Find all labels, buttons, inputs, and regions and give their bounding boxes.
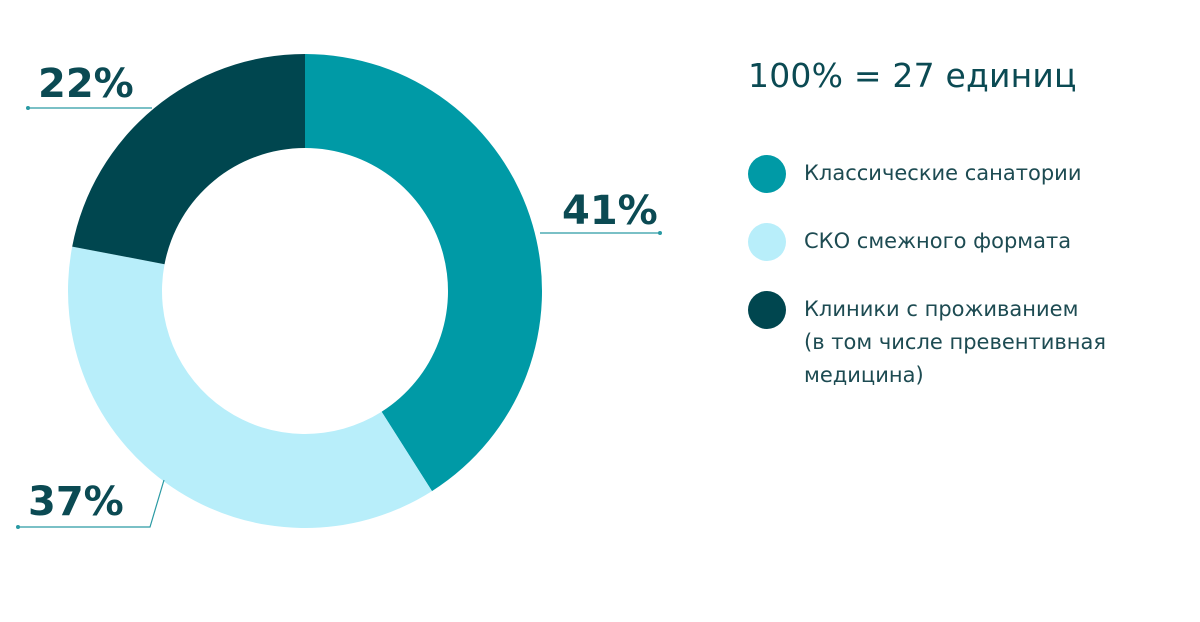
leader-line bbox=[18, 479, 165, 528]
data-label: 41% bbox=[562, 188, 658, 234]
leader-lines bbox=[16, 106, 662, 529]
legend-item-classic-sanatoriums: Классические санатории bbox=[748, 155, 1178, 193]
leader-dot bbox=[658, 231, 662, 235]
legend-item-sko-adjacent-format: СКО смежного формата bbox=[748, 223, 1178, 261]
slice-classic-sanatoriums bbox=[305, 54, 542, 492]
legend-swatch bbox=[748, 155, 786, 193]
donut-slices bbox=[67, 54, 542, 528]
slice-sko-adjacent-format bbox=[67, 246, 432, 528]
data-label: 22% bbox=[38, 61, 134, 107]
legend-swatch bbox=[748, 291, 786, 329]
leader-dot bbox=[26, 106, 30, 110]
legend-label: Классические санатории bbox=[804, 161, 1082, 185]
total-label: 100% = 27 единиц bbox=[748, 56, 1077, 95]
legend: 100% = 27 единиц Классические санатории … bbox=[748, 56, 1178, 422]
legend-label: СКО смежного формата bbox=[804, 229, 1072, 253]
data-labels: 41% 37% 22% bbox=[28, 61, 658, 525]
legend-label: Клиники с проживанием (в том числе преве… bbox=[804, 297, 1106, 387]
data-label: 37% bbox=[28, 479, 124, 525]
legend-item-clinics-with-accommodation: Клиники с проживанием (в том числе преве… bbox=[748, 291, 1178, 392]
leader-dot bbox=[16, 525, 20, 529]
slice-clinics-with-accommodation bbox=[72, 54, 305, 265]
legend-swatch bbox=[748, 223, 786, 261]
